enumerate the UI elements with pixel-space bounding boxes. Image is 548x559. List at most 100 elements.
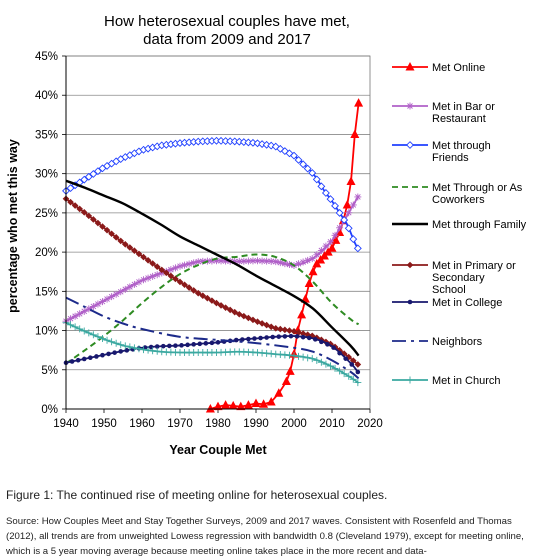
data-point-met-through-friends [312,175,321,184]
y-tick-label: 30% [35,169,58,181]
data-point-met-in-college [270,334,276,340]
data-point-met-in-bar-or-restaurant [345,209,353,217]
legend-label-met-in-primary-or-secondary-school: Met in Primary or [432,260,516,272]
legend-label-met-in-college: Met in College [432,297,502,309]
y-tick-label: 5% [41,365,58,377]
data-point-met-online [350,129,360,138]
data-point-met-in-church [295,352,303,360]
data-point-met-in-primary-or-secondary-school [336,347,343,354]
data-point-met-in-church [126,343,134,351]
data-point-met-through-friends [317,182,326,191]
legend-marker-met-through-friends [406,141,414,149]
data-point-met-in-church [130,344,138,352]
data-point-met-through-friends [290,151,298,160]
data-point-met-in-church [336,367,344,375]
data-point-met-in-church [140,346,148,354]
data-point-met-in-bar-or-restaurant [212,257,220,265]
figure-source-note: Source: How Couples Meet and Stay Togeth… [6,516,524,557]
data-point-met-in-church [299,353,307,361]
data-point-met-in-bar-or-restaurant [249,257,257,265]
figure-caption: Figure 1: The continued rise of meeting … [6,488,388,502]
chart-title-line-1: How heterosexual couples have met, [104,13,350,30]
data-point-met-through-friends [349,235,358,244]
y-axis-label: percentage who met this way [6,139,20,313]
data-point-met-in-bar-or-restaurant [240,257,248,265]
legend-item-met-through-family: Met through Family [392,219,527,231]
data-point-met-in-bar-or-restaurant [126,283,134,291]
series-line-met-through-family [65,179,360,357]
x-tick-label: 2010 [319,418,345,430]
data-point-met-in-primary-or-secondary-school [172,275,179,283]
data-point-met-online [346,176,356,186]
data-point-met-in-primary-or-secondary-school [144,257,152,264]
data-point-met-in-church [313,356,321,364]
data-point-met-through-friends [294,156,303,164]
series-line-neighbors [65,296,360,380]
data-point-met-in-church [290,352,298,360]
data-point-met-in-primary-or-secondary-school [94,219,102,227]
data-point-met-in-primary-or-secondary-school [226,306,234,314]
line-chart: How heterosexual couples have met, data … [6,13,527,457]
y-tick-label: 0% [41,404,58,416]
data-point-met-in-college [240,337,245,342]
legend-label-met-through-family: Met through Family [432,219,527,231]
data-point-met-in-bar-or-restaurant [222,257,230,265]
data-point-met-in-bar-or-restaurant [89,302,97,310]
data-point-met-through-friends [262,140,271,149]
y-tick-label: 45% [35,51,58,63]
data-point-met-in-college [252,336,257,341]
data-point-met-in-primary-or-secondary-school [299,330,307,337]
data-point-met-in-primary-or-secondary-school [290,328,298,335]
data-point-met-in-church [108,338,116,346]
data-point-met-in-bar-or-restaurant [354,193,362,201]
data-point-met-through-friends [93,167,102,176]
legend-label-met-online: Met Online [432,62,485,74]
x-tick-label: 1980 [205,418,231,430]
y-tick-label: 20% [35,247,58,259]
data-point-met-in-bar-or-restaurant [98,298,106,306]
data-point-met-online [236,401,246,411]
data-point-met-in-bar-or-restaurant [258,257,266,265]
data-point-met-in-bar-or-restaurant [304,256,312,264]
legend-label-met-in-primary-or-secondary-school: Secondary [432,272,485,284]
data-point-met-in-bar-or-restaurant [76,310,84,318]
data-point-met-in-college [294,334,300,339]
data-point-met-in-church [153,347,161,355]
data-point-met-online [221,400,231,409]
data-point-met-in-church [304,354,312,362]
data-point-met-in-primary-or-secondary-school [76,205,83,213]
data-point-met-in-bar-or-restaurant [244,257,252,265]
data-point-met-in-church [354,379,362,387]
data-point-met-in-primary-or-secondary-school [277,325,284,333]
legend-label-neighbors: Neighbors [432,336,483,348]
data-point-met-in-bar-or-restaurant [80,307,88,315]
series-met-in-primary-or-secondary-school [62,195,362,368]
data-point-met-in-primary-or-secondary-school [181,281,188,289]
x-tick-label: 1940 [53,418,79,430]
y-tick-label: 10% [35,326,58,338]
data-point-met-in-bar-or-restaurant [85,305,93,313]
data-point-met-in-bar-or-restaurant [295,260,303,268]
data-point-met-in-college [319,339,324,345]
data-point-met-online [281,376,291,386]
data-point-met-in-bar-or-restaurant [208,257,216,265]
data-point-met-in-church [71,323,79,331]
data-point-met-in-church [135,345,143,353]
plot-frame [65,55,371,410]
data-point-met-in-primary-or-secondary-school [112,234,120,241]
series-neighbors [65,296,360,380]
data-point-met-in-primary-or-secondary-school [126,244,134,251]
data-point-met-in-primary-or-secondary-school [117,237,125,245]
data-point-met-in-bar-or-restaurant [272,258,280,266]
data-point-met-in-college [160,343,166,349]
data-point-met-in-college [167,343,172,349]
data-point-met-in-primary-or-secondary-school [354,361,362,368]
y-tick-label: 35% [35,129,58,141]
data-point-met-in-church [76,325,84,333]
data-point-met-in-college [106,351,111,357]
data-point-met-in-primary-or-secondary-school [158,266,166,274]
data-point-met-in-college [203,341,209,346]
data-point-met-through-friends [353,244,362,253]
data-point-met-through-friends [89,170,98,178]
